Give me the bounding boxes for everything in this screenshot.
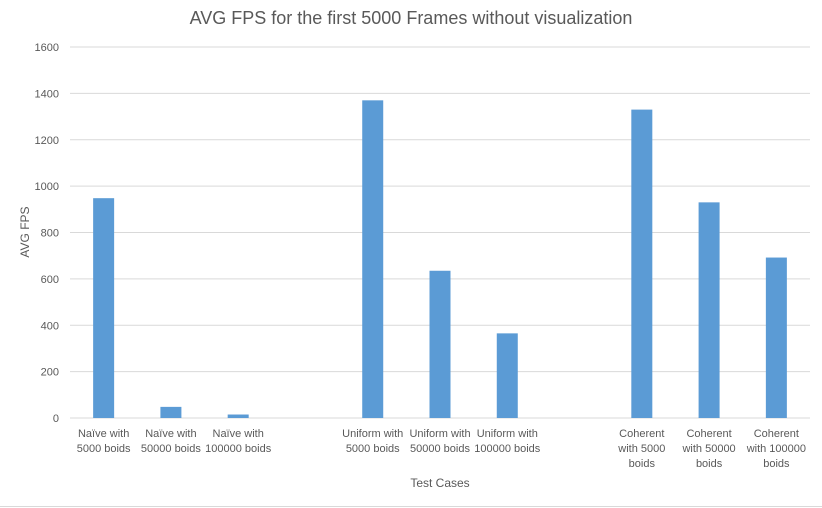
x-tick-label: Uniform with: [409, 428, 470, 440]
x-tick-label: boids: [696, 458, 723, 470]
bar: [698, 202, 720, 418]
y-tick-label: 1400: [35, 88, 59, 100]
y-tick-label: 400: [41, 320, 59, 332]
x-tick-label: Naïve with: [145, 428, 196, 440]
x-tick-label: 5000 boids: [77, 443, 131, 455]
y-tick-label: 1600: [35, 42, 59, 54]
x-tick-label: with 5000: [617, 443, 665, 455]
frame-border: [0, 506, 822, 507]
x-tick-label: 50000 boids: [141, 443, 201, 455]
x-tick-label: with 100000: [746, 443, 806, 455]
y-tick-label: 600: [41, 274, 59, 286]
bar: [765, 257, 787, 418]
y-tick-label: 0: [53, 413, 59, 425]
x-axis-ticks: Naïve with 5000 boids Naïve with 50000 boid…: [77, 428, 806, 470]
y-tick-label: 1200: [35, 135, 59, 147]
bar: [631, 109, 653, 418]
x-tick-label: Naïve with: [78, 428, 129, 440]
x-tick-label: 100000 boids: [205, 443, 272, 455]
bars: [93, 100, 787, 419]
y-axis-ticks: 0 200 400 600 800 1000 1200 1400 1600: [35, 42, 59, 425]
x-tick-label: boids: [763, 458, 790, 470]
y-tick-label: 800: [41, 228, 59, 240]
x-tick-label: Uniform with: [477, 428, 538, 440]
x-tick-label: 100000 boids: [474, 443, 541, 455]
x-tick-label: 5000 boids: [346, 443, 400, 455]
bar: [227, 414, 249, 418]
x-axis-label: Test Cases: [410, 476, 469, 490]
bar: [160, 406, 182, 418]
bar: [93, 198, 115, 418]
y-tick-label: 1000: [35, 181, 59, 193]
x-tick-label: Naïve with: [213, 428, 264, 440]
bar: [496, 333, 518, 418]
x-tick-label: Coherent: [754, 428, 799, 440]
y-tick-label: 200: [41, 367, 59, 379]
x-tick-label: 50000 boids: [410, 443, 470, 455]
bar: [362, 100, 384, 419]
chart-title: AVG FPS for the first 5000 Frames withou…: [189, 8, 633, 28]
x-tick-label: Coherent: [619, 428, 664, 440]
bar: [429, 270, 451, 418]
x-tick-label: Coherent: [686, 428, 731, 440]
x-tick-label: Uniform with: [342, 428, 403, 440]
x-tick-label: with 50000: [681, 443, 735, 455]
x-tick-label: boids: [629, 458, 656, 470]
y-axis-label: AVG FPS: [18, 206, 32, 257]
